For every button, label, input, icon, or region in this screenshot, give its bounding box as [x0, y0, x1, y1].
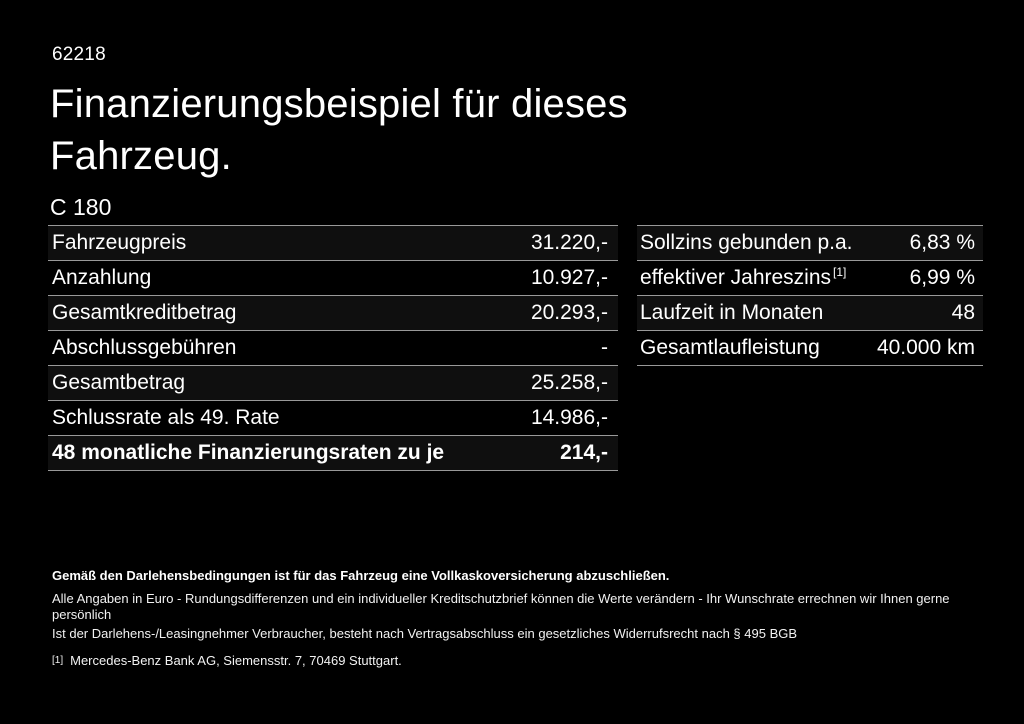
- row-value: -: [601, 336, 608, 359]
- model-name: C 180: [50, 194, 112, 220]
- table-row: Laufzeit in Monaten 48: [637, 295, 983, 330]
- footnote-marker: [1]: [52, 655, 64, 666]
- financing-costs-table: Fahrzeugpreis 31.220,- Anzahlung 10.927,…: [48, 225, 618, 471]
- row-label: Gesamtlaufleistung: [640, 336, 820, 359]
- row-label: effektiver Jahreszins [1]: [640, 265, 847, 289]
- table-row: Schlussrate als 49. Rate 14.986,-: [48, 400, 618, 435]
- disclaimer-line-2: Ist der Darlehens-/Leasingnehmer Verbrau…: [52, 626, 798, 641]
- row-value: 6,99 %: [909, 266, 975, 289]
- table-row: Sollzins gebunden p.a. 6,83 %: [637, 225, 983, 260]
- insurance-note: Gemäß den Darlehensbedingungen ist für d…: [52, 568, 670, 583]
- disclaimer-line-1: Alle Angaben in Euro - Rundungsdifferenz…: [52, 591, 950, 622]
- row-value: 48: [951, 301, 975, 324]
- row-label: Gesamtkreditbetrag: [52, 301, 237, 324]
- row-label: Sollzins gebunden p.a.: [640, 231, 853, 254]
- doc-number: 62218: [52, 44, 106, 65]
- legal-footer: Gemäß den Darlehensbedingungen ist für d…: [52, 568, 982, 668]
- row-label: Laufzeit in Monaten: [640, 301, 824, 324]
- row-value: 214,-: [560, 441, 608, 464]
- footnote-reference: [1]: [833, 265, 847, 279]
- row-value: 40.000 km: [876, 336, 975, 359]
- table-row: Gesamtlaufleistung 40.000 km: [637, 330, 983, 365]
- row-value: 25.258,-: [530, 371, 608, 394]
- table-row: Gesamtbetrag 25.258,-: [48, 365, 618, 400]
- page-title: Finanzierungsbeispiel für dieses Fahrzeu…: [50, 82, 628, 178]
- row-label: Schlussrate als 49. Rate: [52, 406, 280, 429]
- row-label: Fahrzeugpreis: [52, 231, 187, 254]
- table-row: Gesamtkreditbetrag 20.293,-: [48, 295, 618, 330]
- table-row: Anzahlung 10.927,-: [48, 260, 618, 295]
- table-row: Fahrzeugpreis 31.220,-: [48, 225, 618, 260]
- financing-conditions-table: Sollzins gebunden p.a. 6,83 % effektiver…: [637, 225, 983, 366]
- footnote: [1] Mercedes-Benz Bank AG, Siemensstr. 7,…: [52, 653, 982, 668]
- table-row-monthly-rate: 48 monatliche Finanzierungsraten zu je 2…: [48, 435, 618, 470]
- footnote-text: Mercedes-Benz Bank AG, Siemensstr. 7, 70…: [70, 653, 402, 668]
- row-label: Abschlussgebühren: [52, 336, 237, 359]
- row-label: Gesamtbetrag: [52, 371, 186, 394]
- row-value: 6,83 %: [909, 231, 975, 254]
- row-value: 31.220,-: [530, 231, 608, 254]
- table-row: effektiver Jahreszins [1] 6,99 %: [637, 260, 983, 295]
- row-value: 20.293,-: [530, 301, 608, 324]
- row-label: Anzahlung: [52, 266, 152, 289]
- row-value: 14.986,-: [530, 406, 608, 429]
- row-value: 10.927,-: [530, 266, 608, 289]
- row-label: 48 monatliche Finanzierungsraten zu je: [52, 441, 445, 464]
- table-row: Abschlussgebühren -: [48, 330, 618, 365]
